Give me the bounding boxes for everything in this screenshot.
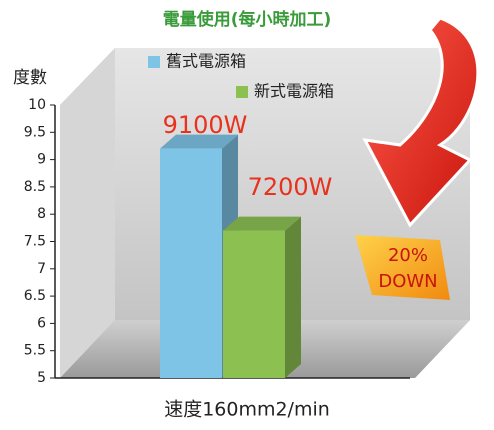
bar-side bbox=[285, 216, 301, 378]
y-tick-label: 9.5 bbox=[24, 124, 46, 140]
legend-swatch bbox=[236, 86, 248, 98]
legend-swatch bbox=[148, 56, 160, 68]
y-tick-label: 7 bbox=[37, 261, 46, 277]
y-axis-label: 度數 bbox=[13, 68, 47, 88]
bar bbox=[223, 230, 285, 378]
badge bbox=[355, 235, 450, 300]
y-tick-label: 9 bbox=[37, 152, 46, 168]
y-tick-label: 10 bbox=[28, 97, 46, 113]
legend-label: 舊式電源箱 bbox=[166, 52, 246, 71]
chart-title: 電量使用(每小時加工) bbox=[163, 9, 332, 30]
annotation: DOWN bbox=[378, 271, 437, 292]
y-tick-label: 5.5 bbox=[24, 343, 46, 359]
y-tick-label: 8.5 bbox=[24, 179, 46, 195]
bar-top bbox=[223, 216, 301, 231]
y-tick-label: 6.5 bbox=[24, 288, 46, 304]
annotation: 7200W bbox=[248, 173, 333, 201]
down-arrow bbox=[362, 16, 480, 228]
y-tick-label: 5 bbox=[37, 370, 46, 386]
bar-top bbox=[160, 134, 238, 149]
y-tick-label: 8 bbox=[37, 206, 46, 222]
bar bbox=[160, 148, 222, 378]
side-wall bbox=[60, 48, 115, 378]
annotation: 20% bbox=[388, 245, 428, 266]
y-tick-label: 6 bbox=[37, 315, 46, 331]
y-tick-label: 7.5 bbox=[24, 234, 46, 250]
x-axis-label: 速度160mm2/min bbox=[164, 399, 330, 421]
annotation: 9100W bbox=[163, 111, 248, 139]
legend-label: 新式電源箱 bbox=[254, 82, 334, 101]
